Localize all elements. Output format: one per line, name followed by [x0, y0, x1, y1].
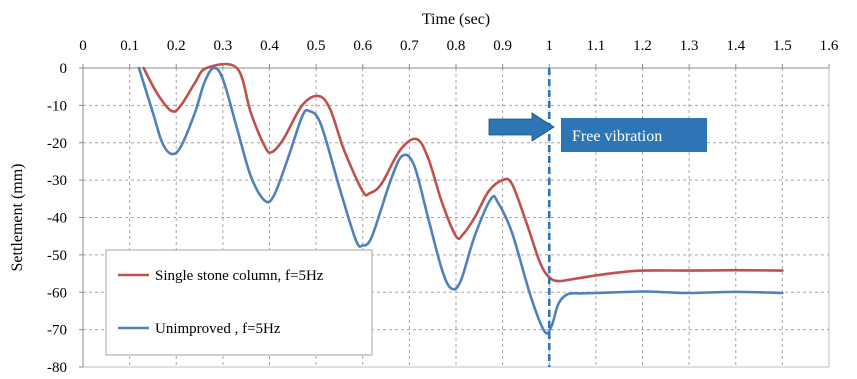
x-tick-label: 0.9	[493, 38, 512, 54]
y-tick-label: -40	[47, 211, 67, 227]
data-series	[137, 62, 784, 335]
x-axis-title: Time (sec)	[422, 11, 490, 28]
legend-label: Unimproved , f=5Hz	[155, 321, 281, 337]
series-line-single-stone-column	[142, 62, 784, 283]
x-tick-label: 0.3	[214, 38, 233, 54]
y-axis-title: Settlement (mm)	[9, 164, 26, 272]
x-tick-label: 0.1	[120, 38, 139, 54]
x-tick-label: 1.3	[680, 38, 699, 54]
y-tick-label: 0	[60, 61, 68, 77]
x-tick-label: 0.2	[167, 38, 186, 54]
legend-box	[105, 249, 373, 356]
legend-label: Single stone column, f=5Hz	[155, 268, 324, 284]
free-vibration-label: Free vibration	[572, 128, 662, 145]
x-tick-label: 1.6	[820, 38, 839, 54]
x-tick-label: 0.8	[447, 38, 466, 54]
gridlines	[83, 68, 829, 367]
x-tick-label: 1	[546, 38, 554, 54]
x-tick-label: 1.5	[773, 38, 792, 54]
y-tick-label: -20	[47, 136, 67, 152]
y-tick-label: -10	[47, 98, 67, 114]
x-tick-label: 0	[79, 38, 87, 54]
legend: Single stone column, f=5Hz Unimproved , f…	[105, 249, 373, 356]
x-tick-label: 0.7	[400, 38, 419, 54]
x-tick-label: 0.5	[307, 38, 326, 54]
x-tick-label: 0.4	[260, 38, 279, 54]
annotation-layer: Free vibration	[488, 112, 707, 152]
y-tick-label: -50	[47, 248, 67, 264]
free-vibration-box	[561, 118, 707, 152]
series-line-unimproved	[137, 66, 784, 335]
y-tick-label: -30	[47, 173, 67, 189]
free-vibration-arrow	[488, 112, 555, 142]
y-tick-label: -60	[47, 285, 67, 301]
y-tick-label: -70	[47, 323, 67, 339]
x-tick-label: 1.1	[587, 38, 606, 54]
x-tick-label: 1.2	[633, 38, 652, 54]
y-tick-label: -80	[47, 360, 67, 376]
x-tick-label: 1.4	[726, 38, 745, 54]
x-tick-label: 0.6	[353, 38, 372, 54]
